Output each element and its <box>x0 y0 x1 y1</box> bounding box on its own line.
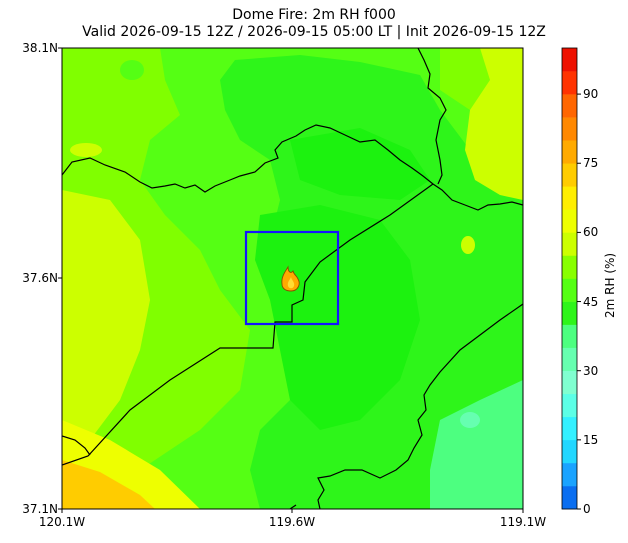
county-boundary-southwest <box>62 435 91 456</box>
colorbar-band <box>562 485 577 510</box>
colorbar-band <box>562 255 577 279</box>
colorbar-band <box>562 186 577 210</box>
colorbar-band <box>562 393 577 418</box>
colorbar-ticks <box>577 93 581 510</box>
colorbar <box>562 48 577 510</box>
colorbar-tick-label: 90 <box>583 87 599 101</box>
rh-spot-southeast <box>460 412 480 428</box>
axis-ticks <box>58 47 524 513</box>
colorbar-band <box>562 462 577 487</box>
rh-spot-northwest <box>120 60 144 80</box>
colorbar-band <box>562 94 577 118</box>
colorbar-band <box>562 140 577 164</box>
colorbar-band <box>562 324 577 348</box>
rh-field <box>62 48 523 509</box>
map-title: Dome Fire: 2m RH f000 <box>232 7 396 23</box>
lat-label-north: 38.1N <box>22 41 58 55</box>
colorbar-tick-label: 15 <box>583 433 599 447</box>
colorbar-band <box>562 301 577 325</box>
rh-spot-north <box>70 143 102 157</box>
fire-area-box <box>244 230 340 326</box>
rh-contour-70-southwest <box>62 460 155 509</box>
county-boundary-north <box>62 124 523 211</box>
colorbar-band <box>562 370 577 395</box>
colorbar-tick-label: 30 <box>583 364 599 378</box>
lon-label-center: 119.6W <box>268 515 316 529</box>
colorbar-band <box>562 117 577 141</box>
colorbar-tick-label: 60 <box>583 225 599 239</box>
lon-label-west: 120.1W <box>38 515 86 529</box>
colorbar-band <box>562 71 577 95</box>
colorbar-band <box>562 232 577 256</box>
colorbar-band <box>562 278 577 302</box>
colorbar-band <box>562 416 577 441</box>
colorbar-tick-label: 0 <box>583 502 591 516</box>
county-boundary-northeast <box>417 48 447 185</box>
lat-label-south: 37.1N <box>22 502 58 516</box>
rh-contour-55-west <box>62 190 150 450</box>
colorbar-frame <box>561 47 578 510</box>
county-boundary-southeast <box>317 303 523 509</box>
fire-icon <box>281 265 300 292</box>
rh-spot-east <box>461 236 475 254</box>
lat-label-center: 37.6N <box>22 271 58 285</box>
colorbar-band <box>562 209 577 233</box>
colorbar-title: 2m RH (%) <box>603 252 617 318</box>
map-subtitle: Valid 2026-09-15 12Z / 2026-09-15 05:00 … <box>82 24 546 40</box>
colorbar-band <box>562 163 577 187</box>
rh-contour-55-northeast <box>465 48 523 200</box>
lon-label-east: 119.1W <box>499 515 547 529</box>
colorbar-band <box>562 48 577 72</box>
county-boundary-center <box>62 183 434 466</box>
colorbar-band <box>562 347 577 371</box>
rh-contour-35-north <box>290 128 430 200</box>
colorbar-tick-label: 75 <box>583 156 599 170</box>
county-boundary-south <box>289 504 297 509</box>
colorbar-tick-label: 45 <box>583 295 599 309</box>
rh-contour-30-southeast <box>430 380 523 509</box>
colorbar-band <box>562 439 577 464</box>
boundary-lines <box>62 48 523 509</box>
